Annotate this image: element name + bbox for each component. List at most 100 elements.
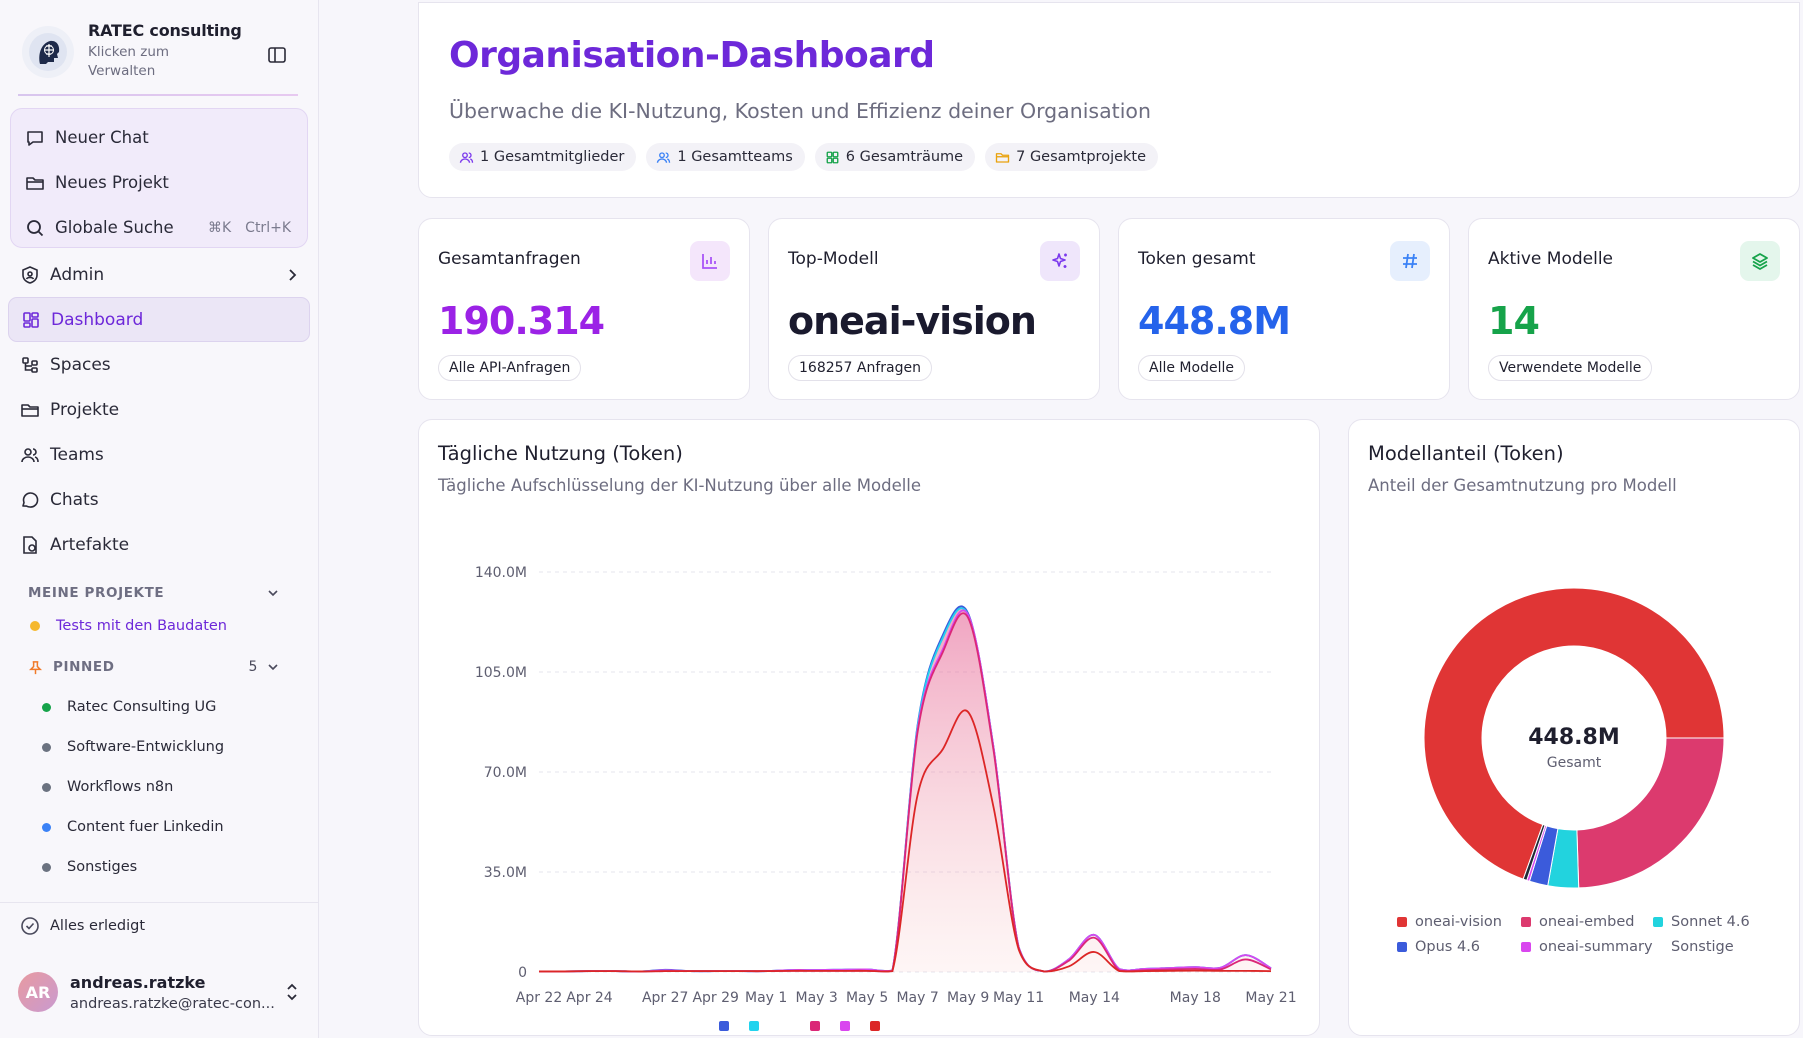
nav-projects[interactable]: Projekte (8, 387, 310, 432)
nav-chats[interactable]: Chats (8, 477, 310, 522)
pie-slice[interactable] (1576, 737, 1725, 889)
shield-icon (22, 265, 38, 284)
legend-label: Sonstige (1671, 939, 1734, 955)
legend-dot[interactable] (749, 1021, 759, 1031)
pinned-item[interactable]: Workflows n8n (42, 767, 224, 807)
legend-item[interactable]: oneai-embed (1521, 914, 1653, 930)
folder-icon (995, 152, 1010, 163)
org-logo (22, 26, 74, 78)
grid-icon (826, 151, 839, 163)
page-subtitle: Überwache die KI-Nutzung, Kosten und Eff… (449, 99, 1151, 123)
x-tick-label: May 21 (1245, 990, 1296, 1006)
legend-label: Sonnet 4.6 (1671, 914, 1750, 930)
pinned-dot (42, 702, 51, 712)
model-share-title: Modellanteil (Token) (1368, 442, 1564, 465)
daily-usage-subtitle: Tägliche Aufschlüsselung der KI-Nutzung … (438, 476, 922, 495)
org-switcher[interactable]: RATEC consulting Klicken zum Verwalten (22, 18, 298, 96)
nav-projects-label: Projekte (50, 399, 120, 420)
nav-artifacts[interactable]: Artefakte (8, 522, 310, 567)
chevron-right-icon (289, 268, 297, 281)
pie-slice[interactable] (1522, 823, 1546, 881)
nav-spaces-label: Spaces (50, 354, 111, 375)
main-nav: Admin Dashboard Spaces Projekte Teams Ch… (8, 252, 310, 567)
pinned-dot (42, 742, 51, 752)
page-title: Organisation-Dashboard (449, 35, 935, 76)
x-tick-label: Apr 22 (516, 990, 562, 1006)
legend-dot[interactable] (719, 1021, 729, 1031)
nav-dashboard-label: Dashboard (51, 309, 144, 330)
pie-slice[interactable] (1423, 587, 1725, 880)
daily-usage-chart[interactable]: 0 35.0M 70.0M 105.0M 140.0M Apr 22 Apr 24 Apr 2… (419, 520, 1319, 1035)
model-share-subtitle: Anteil der Gesamtnutzung pro Modell (1368, 476, 1677, 495)
users-icon (459, 151, 474, 163)
user-menu[interactable]: AR andreas.ratzke andreas.ratzke@ratec-c… (18, 972, 300, 1012)
sidebar: RATEC consulting Klicken zum Verwalten N… (0, 0, 319, 1038)
pinned-item[interactable]: Ratec Consulting UG (42, 687, 224, 727)
legend-dot[interactable] (810, 1021, 820, 1031)
panel-toggle-icon[interactable] (266, 44, 288, 66)
pinned-item[interactable]: Sonstiges (42, 847, 224, 887)
nav-admin-label: Admin (50, 264, 105, 285)
stacked-area (539, 606, 1271, 972)
message-circle-icon (22, 491, 39, 508)
hash-icon (1390, 241, 1430, 281)
pinned-item[interactable]: Software-Entwicklung (42, 727, 224, 767)
legend-label: oneai-summary (1539, 939, 1653, 955)
pinned-list: Ratec Consulting UG Software-Entwicklung… (42, 687, 224, 887)
nav-spaces[interactable]: Spaces (8, 342, 310, 387)
layers-icon (1740, 241, 1780, 281)
y-tick-label: 140.0M (475, 565, 527, 581)
pinned-item[interactable]: Content fuer Linkedin (42, 807, 224, 847)
global-search-label: Globale Suche (55, 218, 174, 237)
chevron-down-icon (268, 664, 278, 671)
x-tick-label: May 18 (1170, 990, 1221, 1006)
legend-item[interactable]: oneai-vision (1397, 914, 1521, 930)
legend-dot[interactable] (840, 1021, 850, 1031)
projects-chip-label: 7 Gesamtprojekte (1016, 149, 1147, 165)
pinned-count: 5 (248, 659, 258, 675)
stat-card-top-model: Top-Modell oneai-vision 168257 Anfragen (768, 218, 1100, 400)
folder-icon (26, 176, 44, 190)
my-projects-header[interactable]: MEINE PROJEKTE (28, 585, 288, 601)
user-name: andreas.ratzke (70, 972, 206, 992)
dashboard-icon (23, 311, 39, 328)
legend-swatch (1521, 917, 1531, 927)
global-search-button[interactable]: Globale Suche ⌘K Ctrl+K (11, 205, 307, 250)
legend-swatch (1397, 942, 1407, 952)
stat-badge: Verwendete Modelle (1488, 355, 1653, 381)
nav-artifacts-label: Artefakte (50, 534, 130, 555)
legend-item[interactable]: Sonnet 4.6 (1653, 914, 1763, 930)
project-dot (30, 621, 40, 631)
nav-teams[interactable]: Teams (8, 432, 310, 477)
all-done-status[interactable]: Alles erledigt (20, 916, 145, 936)
new-project-button[interactable]: Neues Projekt (11, 160, 307, 205)
model-share-chart[interactable]: 448.8M Gesamt (1349, 520, 1799, 910)
pinned-dot (42, 782, 51, 792)
org-subtitle: Klicken zum Verwalten (88, 44, 170, 79)
y-tick-label: 70.0M (484, 765, 527, 781)
x-tick-label: May 3 (795, 990, 837, 1006)
donut-center-label: Gesamt (1547, 755, 1602, 771)
nav-admin[interactable]: Admin (8, 252, 310, 297)
legend-swatch (1521, 942, 1531, 952)
project-item[interactable]: Tests mit den Baudaten (30, 618, 227, 634)
legend-item[interactable]: oneai-summary (1521, 939, 1653, 955)
folder-icon (21, 403, 39, 417)
legend-item[interactable]: Opus 4.6 (1397, 939, 1521, 955)
new-chat-button[interactable]: Neuer Chat (11, 115, 307, 160)
stat-value: 14 (1488, 299, 1540, 343)
nav-dashboard[interactable]: Dashboard (8, 297, 310, 342)
pinned-label: Software-Entwicklung (67, 739, 225, 755)
new-project-label: Neues Projekt (55, 173, 169, 192)
stat-value: 190.314 (438, 299, 605, 343)
members-chip-label: 1 Gesamtmitglieder (480, 149, 625, 165)
x-tick-label: Apr 29 (692, 990, 738, 1006)
y-tick-label: 105.0M (475, 665, 527, 681)
legend-dot[interactable] (870, 1021, 880, 1031)
legend-item[interactable]: Sonstige (1653, 939, 1763, 955)
keyboard-shortcut: ⌘K Ctrl+K (208, 220, 291, 236)
chevrons-up-down-icon (287, 983, 297, 1001)
series-line (538, 709, 1272, 973)
avatar: AR (18, 972, 58, 1012)
pinned-header[interactable]: PINNED 5 (28, 659, 288, 675)
